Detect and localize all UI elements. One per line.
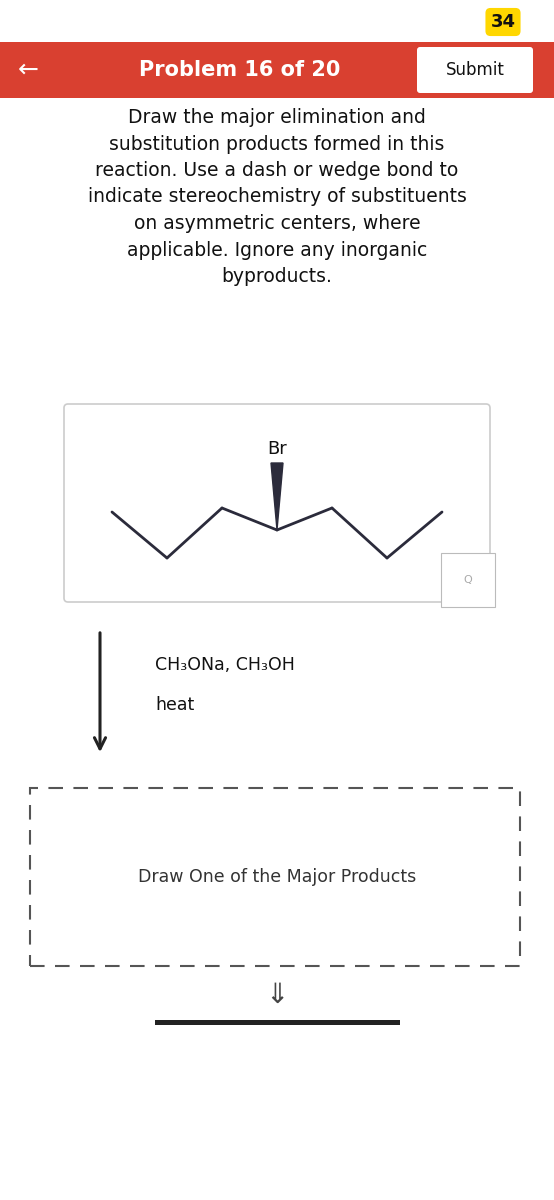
Text: Q: Q <box>464 575 473 584</box>
Text: Draw the major elimination and
substitution products formed in this
reaction. Us: Draw the major elimination and substitut… <box>88 108 466 286</box>
Text: Br: Br <box>267 440 287 458</box>
Polygon shape <box>271 463 283 530</box>
Text: ←: ← <box>18 58 38 82</box>
Text: Draw One of the Major Products: Draw One of the Major Products <box>138 868 416 886</box>
Text: heat: heat <box>155 696 194 714</box>
FancyBboxPatch shape <box>417 47 533 92</box>
Bar <box>0 42 554 98</box>
Bar <box>155 1020 400 1025</box>
Text: CH₃ONa, CH₃OH: CH₃ONa, CH₃OH <box>155 656 295 674</box>
Text: ⇓: ⇓ <box>265 982 289 1009</box>
Text: Submit: Submit <box>445 61 505 79</box>
Text: Problem 16 of 20: Problem 16 of 20 <box>139 60 341 80</box>
FancyBboxPatch shape <box>64 404 490 602</box>
Bar <box>30 788 520 966</box>
Text: 34: 34 <box>490 13 516 31</box>
